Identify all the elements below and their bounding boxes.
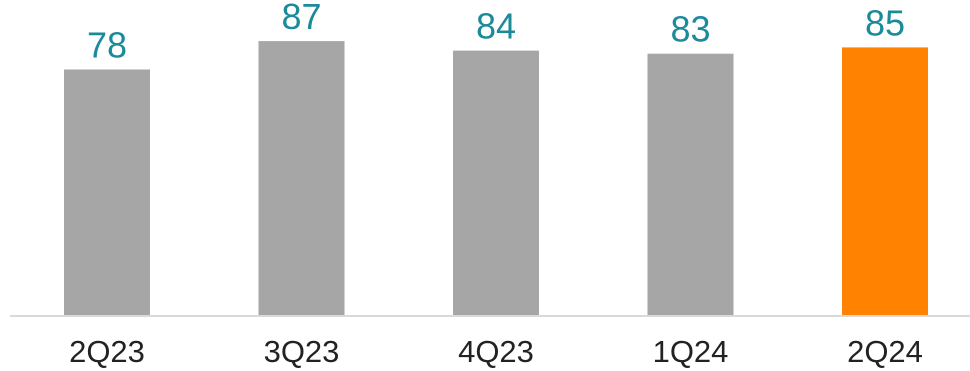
x-tick-labels-group: 2Q23 3Q23 4Q23 1Q24 2Q24: [69, 334, 923, 369]
value-label-2q24: 85: [865, 2, 905, 43]
bars-group: [64, 41, 928, 317]
value-label-4q23: 84: [476, 6, 516, 47]
bar-2q24: [842, 47, 928, 317]
x-tick-label-4q23: 4Q23: [458, 334, 534, 369]
bar-2q23: [64, 69, 150, 316]
bar-1q24: [647, 53, 734, 316]
value-label-1q24: 83: [670, 9, 710, 50]
bar-4q23: [453, 50, 539, 316]
x-tick-label-2q23: 2Q23: [69, 334, 145, 369]
x-tick-label-3q23: 3Q23: [264, 334, 340, 369]
value-label-3q23: 87: [281, 0, 321, 37]
x-tick-label-1q24: 1Q24: [653, 334, 729, 369]
value-label-2q23: 78: [87, 25, 127, 66]
value-labels-group: 78 87 84 83 85: [87, 0, 905, 66]
x-tick-label-2q24: 2Q24: [847, 334, 923, 369]
bar-3q23: [258, 41, 345, 316]
